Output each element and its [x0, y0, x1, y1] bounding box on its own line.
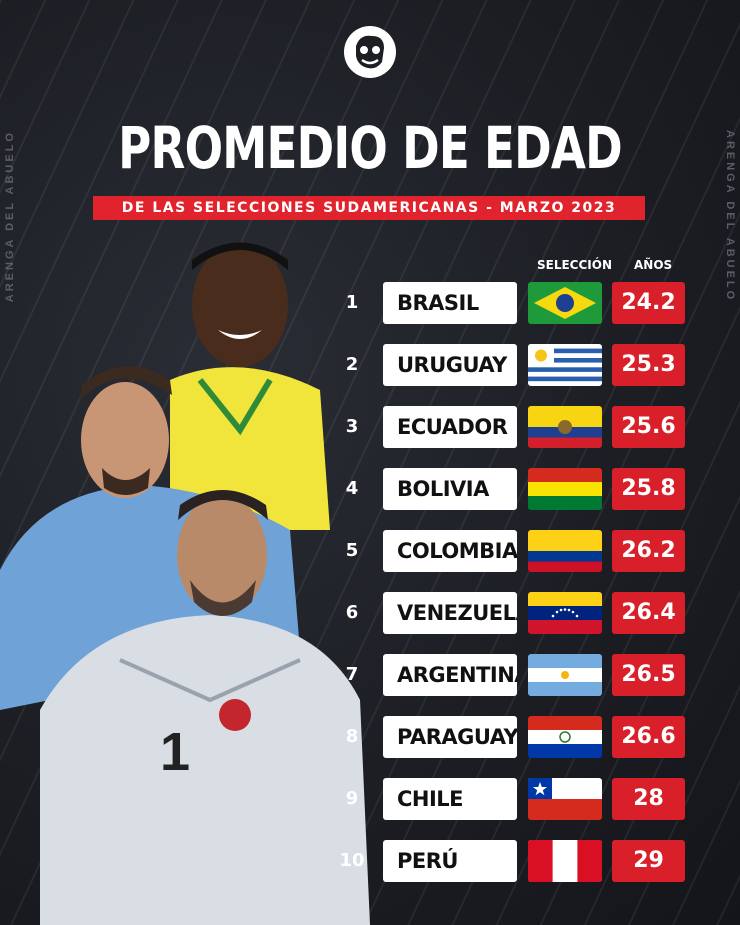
peru-flag-icon [528, 840, 602, 882]
age-value: 26.4 [612, 592, 685, 634]
team-name: CHILE [383, 778, 517, 820]
bolivia-flag-icon [528, 468, 602, 510]
paraguay-flag-icon [528, 716, 602, 758]
rank-number: 2 [345, 354, 359, 375]
team-name: COLOMBIA [383, 530, 517, 572]
rank-number: 5 [345, 540, 359, 561]
age-value: 28 [612, 778, 685, 820]
page-subtitle: DE LAS SELECCIONES SUDAMERICANAS - MARZO… [93, 196, 645, 220]
age-value: 25.3 [612, 344, 685, 386]
column-header-age: AÑOS [634, 258, 673, 272]
brand-logo-icon [344, 26, 396, 78]
players-photo: 1 [0, 242, 370, 925]
brazil-flag-icon [528, 282, 602, 324]
team-name: ARGENTINA [383, 654, 517, 696]
team-name: URUGUAY [383, 344, 517, 386]
argentina-flag-icon [528, 654, 602, 696]
team-name: PARAGUAY [383, 716, 517, 758]
rank-number: 8 [345, 726, 359, 747]
team-name: ECUADOR [383, 406, 517, 448]
chile-flag-icon [528, 778, 602, 820]
age-value: 25.6 [612, 406, 685, 448]
age-value: 26.6 [612, 716, 685, 758]
page-title: PROMEDIO DE EDAD [118, 114, 623, 182]
rank-number: 4 [345, 478, 359, 499]
colombia-flag-icon [528, 530, 602, 572]
age-value: 24.2 [612, 282, 685, 324]
team-name: PERÚ [383, 840, 517, 882]
ecuador-flag-icon [528, 406, 602, 448]
rank-number: 6 [345, 602, 359, 623]
age-value: 26.2 [612, 530, 685, 572]
rank-number: 3 [345, 416, 359, 437]
rank-number: 9 [345, 788, 359, 809]
uruguay-flag-icon [528, 344, 602, 386]
rank-number: 1 [345, 292, 359, 313]
svg-text:1: 1 [160, 722, 190, 782]
team-name: BRASIL [383, 282, 517, 324]
column-header-team: SELECCIÓN [537, 258, 613, 272]
venezuela-flag-icon [528, 592, 602, 634]
side-watermark-right: ARENGA DEL ABUELO [724, 130, 736, 303]
age-value: 25.8 [612, 468, 685, 510]
rank-number: 10 [339, 850, 365, 871]
age-value: 29 [612, 840, 685, 882]
rank-number: 7 [345, 664, 359, 685]
team-name: VENEZUELA [383, 592, 517, 634]
team-name: BOLIVIA [383, 468, 517, 510]
age-value: 26.5 [612, 654, 685, 696]
